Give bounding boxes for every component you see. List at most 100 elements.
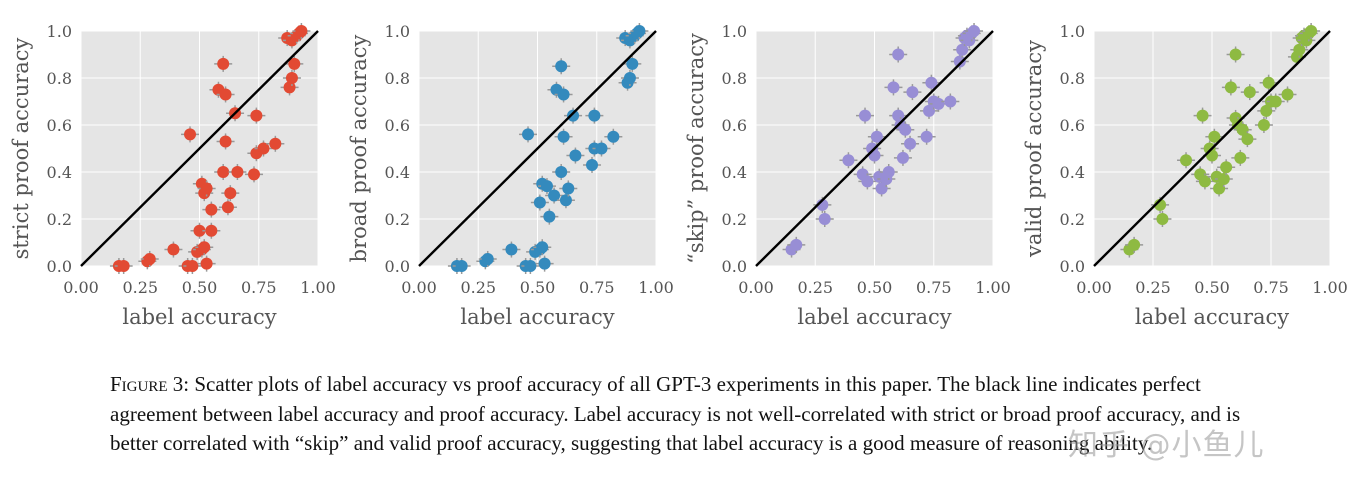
data-point (1214, 171, 1233, 188)
point-marker (906, 86, 919, 99)
data-point (856, 107, 875, 124)
y-tick-label: 0.0 (722, 257, 747, 276)
point-marker (248, 168, 261, 181)
data-point (920, 102, 939, 119)
data-point (858, 173, 877, 190)
x-tick-label: 0.00 (63, 278, 99, 297)
point-marker (1241, 133, 1254, 146)
diagonal-reference-line (80, 30, 319, 267)
y-tick-label: 0.8 (722, 69, 747, 88)
point-marker (257, 142, 270, 155)
data-point (540, 208, 559, 225)
data-point (1238, 131, 1257, 148)
data-point (917, 128, 936, 145)
point-marker (231, 166, 244, 178)
x-tick-label: 0.75 (579, 278, 615, 297)
data-point (245, 166, 264, 183)
data-point (554, 86, 573, 103)
data-point (554, 128, 573, 145)
point-marker (562, 182, 575, 195)
point-marker (1262, 76, 1275, 89)
panel-1: 0.00 0.25 0.50 0.75 1.00 0.0 0.2 0.4 0.6 0.8 1.0 la… (9, 22, 336, 329)
y-tick-label: 0.2 (722, 210, 747, 229)
data-point (889, 46, 908, 63)
data-point (181, 126, 200, 143)
y-tick-label: 0.6 (722, 116, 747, 135)
point-marker (1217, 173, 1230, 186)
data-point (1210, 180, 1229, 197)
y-tick-label: 0.2 (47, 210, 72, 229)
point-marker (1229, 48, 1242, 61)
data-point (140, 250, 159, 267)
point-marker (295, 25, 308, 37)
data-point (1266, 93, 1285, 110)
data-point (1257, 102, 1276, 119)
x-axis-label: label accuracy (797, 305, 951, 329)
point-marker (533, 196, 546, 209)
watermark-text: 知乎 @小鱼儿 (1068, 428, 1265, 463)
point-marker (505, 243, 518, 256)
x-tick-label: 0.50 (182, 278, 218, 297)
data-point (941, 93, 960, 110)
data-point (566, 147, 585, 164)
point-marker (953, 55, 966, 68)
data-point (953, 41, 972, 58)
point-marker (219, 135, 232, 148)
data-point (884, 79, 903, 96)
data-point (1290, 41, 1309, 58)
point-marker (1236, 123, 1249, 136)
point-marker (143, 252, 156, 265)
point-marker (540, 180, 553, 193)
x-axis-label: label accuracy (460, 305, 614, 329)
point-marker (626, 57, 639, 70)
data-point (218, 199, 237, 216)
data-point (950, 53, 969, 70)
point-marker (1243, 86, 1256, 99)
y-axis-label: “skip” proof accuracy (684, 33, 708, 264)
y-tick-label: 0.6 (385, 116, 410, 135)
x-tick-label: 0.50 (857, 278, 893, 297)
x-axis-label: label accuracy (122, 305, 276, 329)
data-point (1153, 211, 1172, 227)
data-point (623, 55, 642, 72)
diagonal-reference-line (1093, 30, 1331, 267)
data-point (1231, 149, 1250, 166)
y-tick-label: 0.6 (1060, 116, 1085, 135)
point-marker (859, 109, 872, 122)
data-point (519, 126, 538, 143)
point-marker (217, 57, 230, 70)
y-tick-label: 0.4 (385, 163, 410, 182)
data-point (620, 70, 639, 86)
y-tick-label: 0.0 (385, 257, 410, 276)
point-marker (538, 257, 551, 270)
data-point (197, 255, 216, 272)
point-marker (923, 104, 936, 117)
point-marker (1196, 109, 1209, 122)
data-point (1221, 79, 1240, 96)
point-marker (790, 238, 803, 251)
data-point (1254, 117, 1273, 133)
point-marker (559, 194, 572, 207)
caption-label: Figure 3: (110, 372, 190, 396)
caption-text: Scatter plots of label accuracy vs proof… (110, 372, 1241, 455)
x-axis-label: label accuracy (1135, 305, 1289, 329)
data-point (266, 135, 285, 152)
point-marker (1305, 25, 1318, 37)
data-point (197, 180, 216, 197)
data-point (214, 55, 233, 72)
point-marker (200, 182, 213, 195)
point-marker (184, 128, 197, 141)
x-tick-label: 0.75 (241, 278, 277, 297)
figure-panels: 0.00 0.25 0.50 0.75 1.00 0.0 0.2 0.4 0.6 0.8 1.0 la… (9, 22, 1348, 329)
point-marker (167, 243, 180, 256)
x-tick-label: 0.25 (797, 278, 833, 297)
point-marker (217, 166, 230, 178)
data-point (901, 135, 920, 152)
point-marker (205, 224, 218, 237)
y-tick-label: 0.8 (1060, 69, 1085, 88)
data-point (478, 250, 497, 267)
point-marker (956, 43, 969, 56)
x-tick-label: 0.00 (401, 278, 437, 297)
point-marker (198, 241, 211, 254)
point-marker (186, 260, 199, 272)
